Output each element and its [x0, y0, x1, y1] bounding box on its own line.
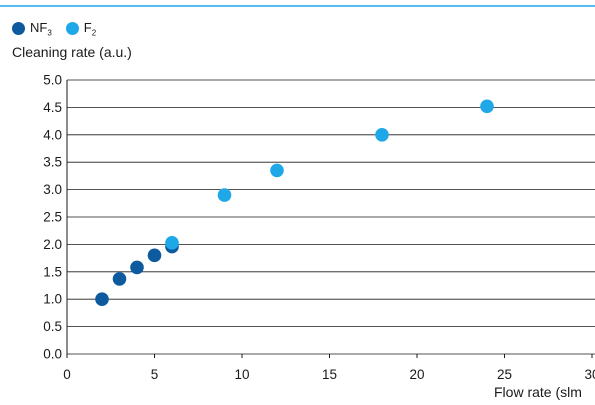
data-point-f2 — [480, 99, 494, 114]
y-tick-label: 2.5 — [43, 210, 62, 225]
legend-marker-nf3 — [12, 22, 25, 36]
y-tick-label: 5.0 — [43, 73, 62, 88]
legend-item-nf3: NF3 — [12, 20, 52, 38]
x-tick-label: 20 — [409, 367, 424, 382]
y-tick-label: 4.5 — [43, 100, 62, 115]
data-point-nf3 — [112, 272, 127, 286]
x-tick-label: 15 — [322, 367, 337, 382]
x-axis-label: Flow rate (slm — [494, 384, 582, 400]
data-point-f2 — [375, 128, 389, 142]
data-point-f2 — [270, 163, 284, 178]
y-tick-label: 1.5 — [43, 264, 62, 279]
x-tick-label: 0 — [63, 367, 71, 382]
legend-label-f2: F2 — [83, 20, 97, 38]
data-point-f2 — [165, 235, 179, 250]
y-tick-label: 3.0 — [43, 182, 62, 197]
data-point-f2 — [217, 188, 232, 202]
y-tick-label: 0.5 — [43, 319, 62, 334]
y-tick-label: 4.0 — [43, 127, 62, 142]
legend-marker-f2 — [65, 22, 79, 36]
y-tick-label: 3.5 — [43, 155, 62, 170]
x-tick-label: 25 — [497, 367, 512, 382]
y-tick-label: 0.0 — [43, 347, 62, 362]
y-axis-label: Cleaning rate (a.u.) — [12, 44, 132, 60]
x-tick-label: 5 — [151, 367, 159, 382]
y-tick-label: 1.0 — [43, 292, 62, 307]
x-tick-label: 10 — [234, 367, 249, 382]
legend: NF3 F2 — [12, 20, 110, 38]
x-tick-label: 30 — [584, 367, 595, 382]
data-point-nf3 — [130, 260, 144, 275]
legend-item-f2: F2 — [65, 20, 97, 38]
data-point-nf3 — [95, 292, 109, 307]
y-tick-label: 2.0 — [43, 237, 62, 252]
legend-label-nf3: NF3 — [30, 20, 52, 38]
data-point-nf3 — [147, 248, 162, 263]
